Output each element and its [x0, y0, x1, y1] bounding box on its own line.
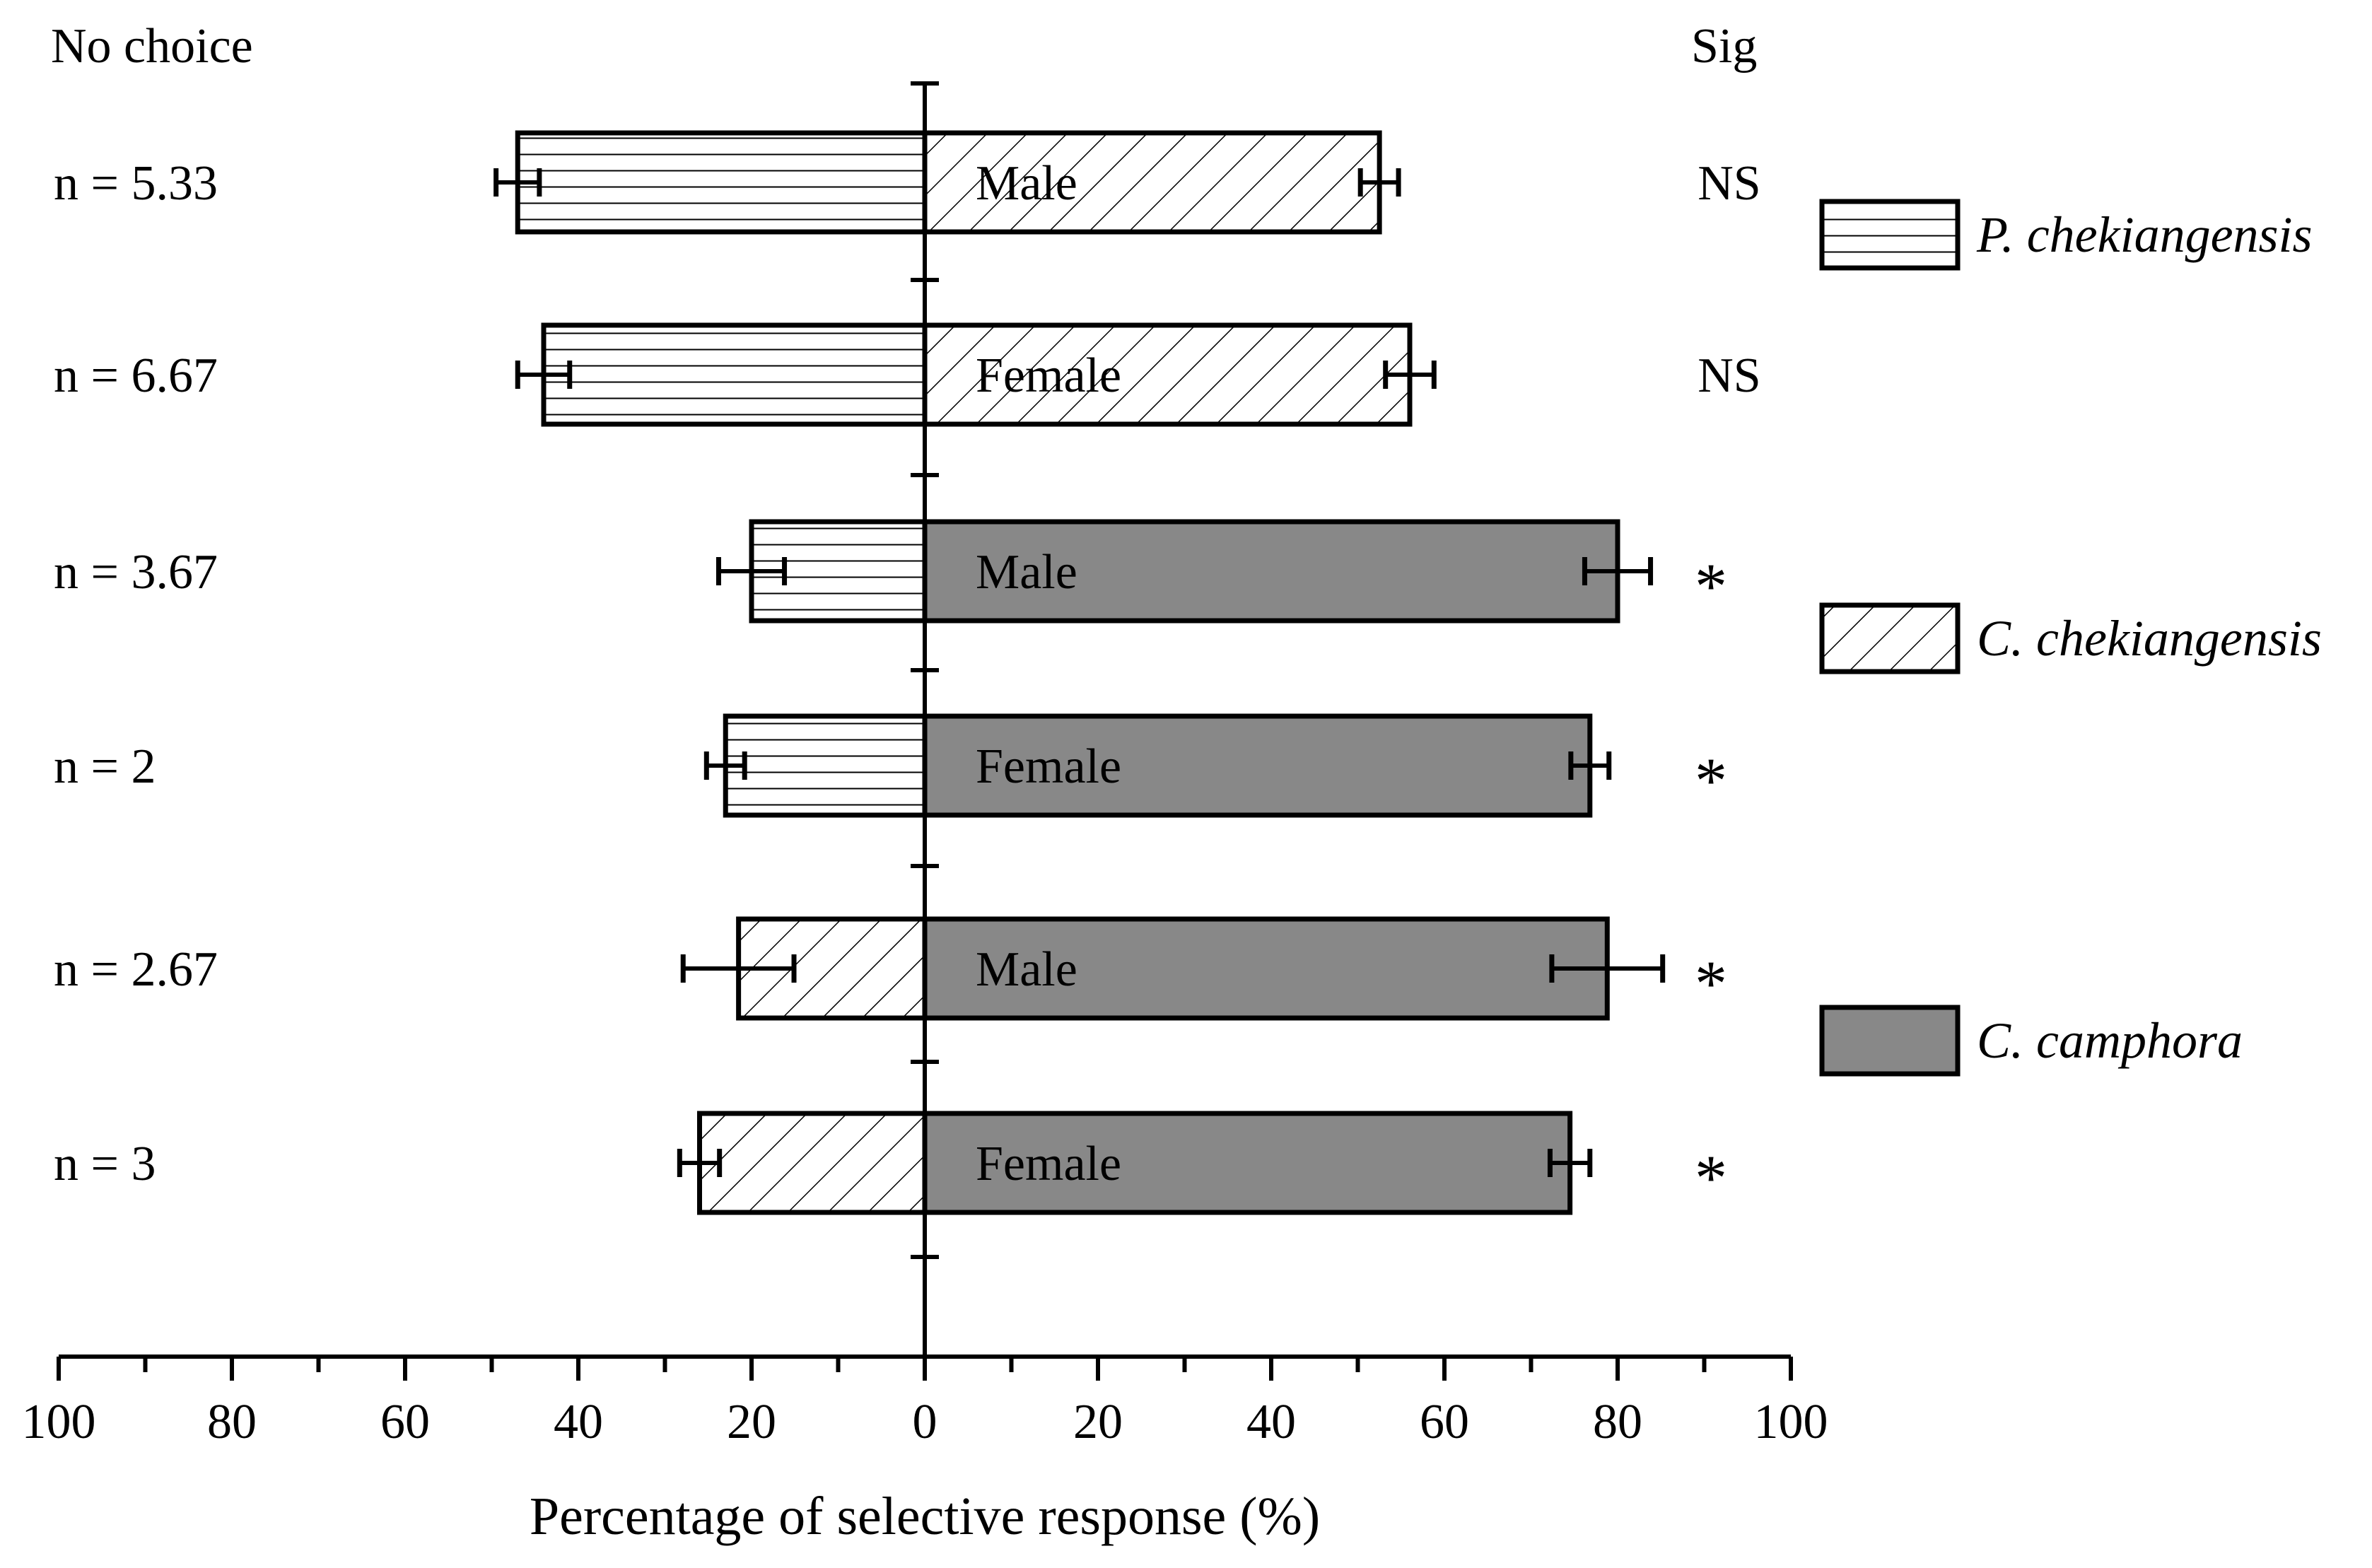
bar-row: n = 2.67 Male * — [54, 916, 1727, 1021]
bar-row: n = 2 Female * — [54, 713, 1727, 818]
right-error-bar — [1547, 1149, 1593, 1177]
right-bar — [922, 519, 1620, 624]
legend: P. chekiangensis C. chekiangensis C. camph… — [1819, 199, 2322, 1077]
sig-header: Sig — [1691, 19, 1757, 74]
sig-marker: * — [1695, 744, 1727, 817]
x-tick-label: 20 — [727, 1395, 776, 1449]
legend-swatch — [1819, 199, 1961, 271]
left-error-bar — [677, 1149, 723, 1177]
bar-sex-label: Female — [976, 739, 1121, 794]
bar-sex-label: Male — [976, 156, 1077, 211]
sig-marker: * — [1695, 1142, 1727, 1214]
bar-sex-label: Female — [976, 349, 1121, 403]
sig-marker: * — [1695, 550, 1727, 622]
left-error-bar — [680, 954, 797, 983]
legend-label: C. camphora — [1977, 1012, 2243, 1069]
x-axis: 100 80 60 40 20 0 20 40 60 80 100 — [22, 81, 1828, 1449]
x-tick-label: 60 — [1420, 1395, 1469, 1449]
x-tick-label: 60 — [380, 1395, 430, 1449]
bars-layer: n = 5.33 Male NS n = 6.67 Female NS n = 3.67 Ma… — [54, 130, 1761, 1215]
legend-swatch — [1819, 1005, 1961, 1077]
row-n-label: n = 3 — [54, 1137, 156, 1191]
legend-label: C. chekiangensis — [1977, 610, 2322, 667]
x-tick-label: 40 — [1246, 1395, 1296, 1449]
right-error-bar — [1357, 168, 1401, 197]
right-error-bar — [1582, 557, 1654, 585]
bar-sex-label: Male — [976, 545, 1077, 599]
right-error-bar — [1549, 954, 1666, 983]
legend-swatch — [1819, 602, 1961, 674]
sig-marker: * — [1695, 947, 1727, 1019]
legend-item: P. chekiangensis — [1819, 199, 2313, 271]
bar-sex-label: Female — [976, 1137, 1121, 1191]
left-error-bar — [493, 168, 542, 197]
left-bar — [697, 1111, 928, 1215]
bar-row: n = 3.67 Male * — [54, 519, 1727, 624]
left-error-bar — [515, 361, 573, 389]
x-tick-label: 80 — [207, 1395, 257, 1449]
left-bar — [541, 322, 928, 427]
x-tick-label: 100 — [22, 1395, 96, 1449]
legend-item: C. chekiangensis — [1819, 602, 2322, 674]
row-n-label: n = 2.67 — [54, 942, 218, 997]
bar-row: n = 6.67 Female NS — [54, 322, 1761, 427]
legend-label: P. chekiangensis — [1976, 206, 2313, 263]
bar-row: n = 3 Female * — [54, 1111, 1727, 1215]
x-tick-label: 20 — [1073, 1395, 1123, 1449]
bar-row: n = 5.33 Male NS — [54, 130, 1761, 235]
x-axis-title: Percentage of selective response (%) — [530, 1487, 1320, 1546]
row-n-label: n = 2 — [54, 739, 156, 794]
right-error-bar — [1383, 361, 1437, 389]
x-tick-label: 0 — [913, 1395, 937, 1449]
no-choice-header: No choice — [51, 19, 253, 74]
legend-item: C. camphora — [1819, 1005, 2243, 1077]
x-tick-label: 80 — [1593, 1395, 1642, 1449]
right-bar — [922, 1111, 1573, 1215]
row-n-label: n = 6.67 — [54, 349, 218, 403]
left-error-bar — [703, 751, 747, 780]
x-tick-label: 40 — [554, 1395, 603, 1449]
left-bar — [723, 713, 928, 818]
row-n-label: n = 3.67 — [54, 545, 218, 599]
bar-sex-label: Male — [976, 942, 1077, 997]
sig-marker: NS — [1698, 349, 1760, 403]
sig-marker: NS — [1698, 156, 1760, 211]
left-bar — [515, 130, 928, 235]
row-n-label: n = 5.33 — [54, 156, 218, 211]
x-tick-label: 100 — [1754, 1395, 1828, 1449]
right-error-bar — [1568, 751, 1612, 780]
left-error-bar — [715, 557, 788, 585]
